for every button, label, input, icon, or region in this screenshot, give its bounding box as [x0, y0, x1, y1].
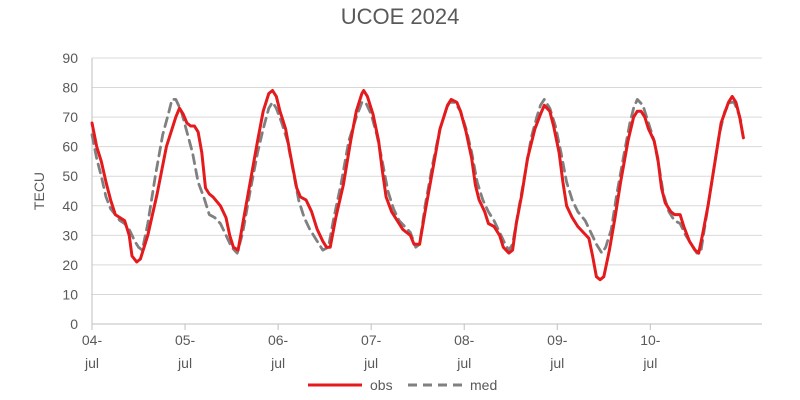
x-tick-label: 06- — [268, 332, 289, 348]
y-tick-label: 60 — [62, 139, 78, 155]
x-tick-label: 09- — [547, 332, 568, 348]
y-tick-label: 30 — [62, 227, 78, 243]
y-tick-label: 50 — [62, 168, 78, 184]
y-tick-label: 0 — [70, 316, 78, 332]
x-tick-label: jul — [549, 355, 564, 371]
x-tick-label: 05- — [175, 332, 196, 348]
series-line-obs — [90, 89, 745, 282]
x-tick-label: jul — [363, 355, 378, 371]
x-tick-label: 04- — [82, 332, 103, 348]
y-axis-label: TECU — [31, 172, 47, 210]
x-tick-label: jul — [177, 355, 192, 371]
x-tick-label: 08- — [454, 332, 475, 348]
x-tick-label: 07- — [361, 332, 382, 348]
x-tick-label: jul — [642, 355, 657, 371]
legend-label-med: med — [470, 377, 497, 393]
chart-title: UCOE 2024 — [340, 4, 460, 29]
y-tick-label: 10 — [62, 286, 78, 302]
x-tick-label: jul — [456, 355, 471, 371]
y-tick-label: 70 — [62, 109, 78, 125]
x-tick-label: jul — [270, 355, 285, 371]
y-tick-label: 20 — [62, 257, 78, 273]
x-tick-label: jul — [84, 355, 99, 371]
y-tick-label: 40 — [62, 198, 78, 214]
x-tick-label: 10- — [640, 332, 661, 348]
legend-label-obs: obs — [370, 377, 393, 393]
y-tick-label: 90 — [62, 50, 78, 66]
y-tick-label: 80 — [62, 80, 78, 96]
